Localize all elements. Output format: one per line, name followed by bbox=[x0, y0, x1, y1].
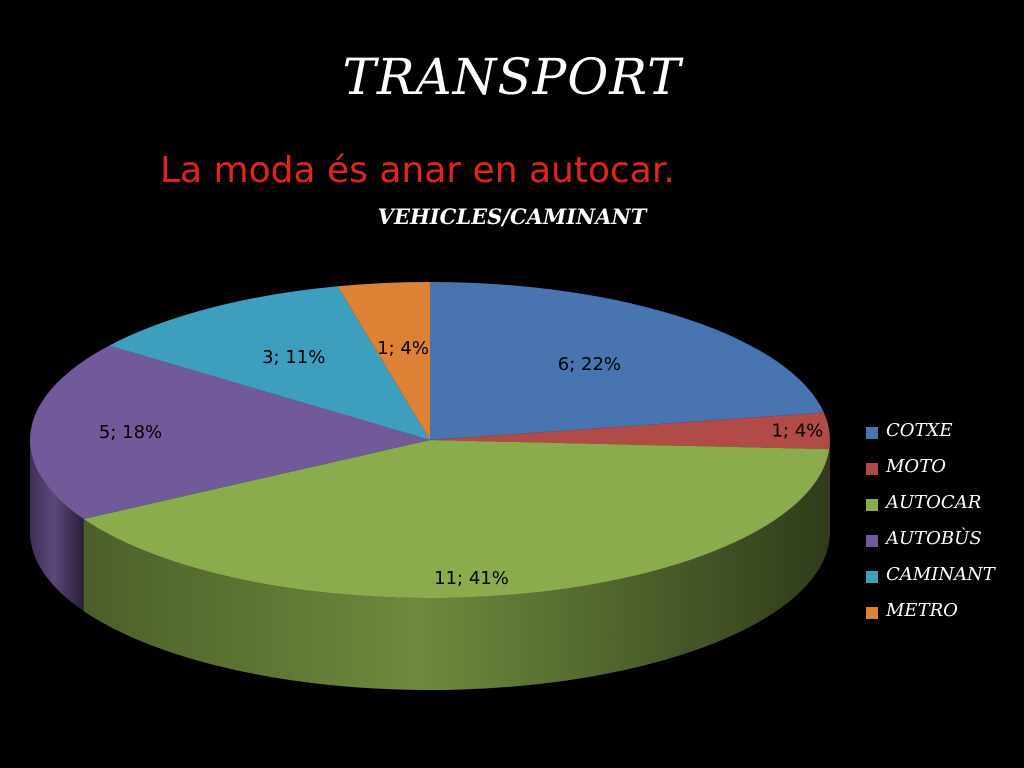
legend-item-metro: METRO bbox=[866, 600, 1021, 636]
pie-side-autobùs bbox=[30, 440, 84, 611]
chart-title: VEHICLES/CAMINANT bbox=[377, 204, 647, 229]
legend-swatch bbox=[866, 463, 878, 475]
legend-label: AUTOCAR bbox=[886, 492, 982, 513]
pie-top-faces bbox=[29, 282, 830, 599]
data-label-autocar: 11; 41% bbox=[434, 568, 509, 589]
pie-slice-metro bbox=[337, 282, 430, 440]
legend-label: METRO bbox=[886, 600, 958, 621]
data-label-moto: 1; 4% bbox=[771, 421, 823, 442]
legend-item-moto: MOTO bbox=[866, 456, 1021, 492]
legend-label: CAMINANT bbox=[886, 564, 995, 585]
legend-swatch bbox=[866, 499, 878, 511]
pie-data-labels: 6; 22% 1; 4% 11; 41% 5; 18% 3; 11% 1; 4% bbox=[99, 338, 823, 589]
pie-slice-cotxe bbox=[430, 282, 824, 440]
pie-side-moto bbox=[829, 440, 830, 542]
data-label-autobùs: 5; 18% bbox=[99, 422, 162, 443]
pie-slice-moto bbox=[430, 412, 830, 450]
legend-swatch bbox=[866, 607, 878, 619]
pie-slice-autobùs bbox=[29, 345, 430, 519]
legend-swatch bbox=[866, 427, 878, 439]
pie-side-autocar bbox=[83, 449, 830, 690]
pie-slice-autocar bbox=[83, 440, 830, 599]
pie-slice-caminant bbox=[109, 286, 430, 440]
data-label-cotxe: 6; 22% bbox=[558, 354, 621, 375]
legend-item-autobus: AUTOBÙS bbox=[866, 528, 1021, 564]
legend-label: AUTOBÙS bbox=[886, 528, 982, 549]
chart-legend: COTXE MOTO AUTOCAR AUTOBÙS CAMINANT METR… bbox=[866, 420, 1021, 636]
legend-label: MOTO bbox=[886, 456, 946, 477]
data-label-metro: 1; 4% bbox=[377, 338, 429, 359]
legend-swatch bbox=[866, 535, 878, 547]
legend-item-caminant: CAMINANT bbox=[866, 564, 1021, 600]
legend-swatch bbox=[866, 571, 878, 583]
slide-subtitle: La moda és anar en autocar. bbox=[160, 150, 675, 191]
pie-side-walls bbox=[30, 440, 830, 690]
data-label-caminant: 3; 11% bbox=[262, 347, 325, 368]
legend-item-autocar: AUTOCAR bbox=[866, 492, 1021, 528]
legend-label: COTXE bbox=[886, 420, 953, 441]
legend-item-cotxe: COTXE bbox=[866, 420, 1021, 456]
slide-title: TRANSPORT bbox=[342, 48, 682, 106]
